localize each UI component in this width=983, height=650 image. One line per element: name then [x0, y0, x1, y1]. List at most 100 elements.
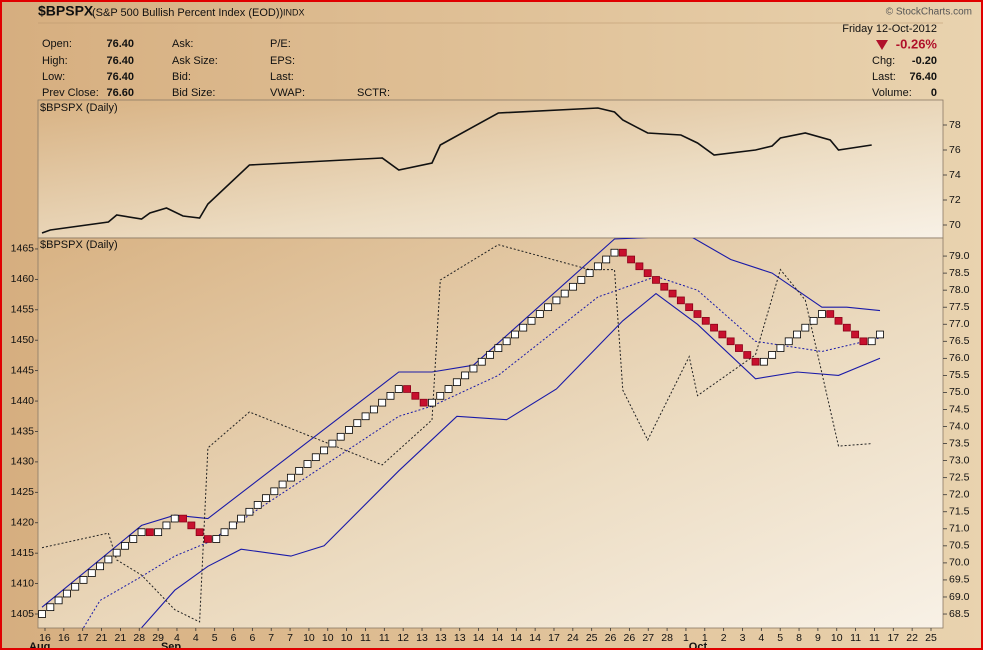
x-tick-label: 14	[510, 632, 522, 644]
y-tick-label: 74.5	[949, 403, 970, 415]
renko-brick-up	[535, 310, 544, 318]
down-arrow	[876, 40, 888, 50]
top-panel	[37, 99, 944, 239]
renko-brick-down	[851, 330, 860, 339]
renko-brick-down	[419, 398, 428, 407]
renko-brick-up	[212, 535, 221, 543]
x-tick-label: 16	[39, 632, 51, 644]
y-tick-label: 74.0	[949, 420, 970, 432]
symbol: $BPSPX	[38, 3, 94, 19]
summary-label: Volume:	[872, 87, 912, 99]
renko-brick-down	[411, 392, 420, 400]
renko-brick-down	[726, 337, 735, 346]
x-tick-label: 14	[492, 632, 504, 644]
y-tick-label: 71.0	[949, 523, 970, 535]
renko-brick-down	[859, 337, 868, 346]
y2-tick-label: 1435	[11, 425, 35, 437]
y-tick-label: 75.5	[949, 369, 970, 381]
renko-brick-up	[104, 555, 113, 564]
renko-brick-up	[428, 398, 436, 407]
y2-tick-label: 1410	[11, 577, 35, 589]
x-tick-label: 5	[777, 632, 783, 644]
band-line	[141, 292, 881, 628]
renko-brick-down	[826, 310, 835, 318]
renko-brick-up	[585, 269, 594, 277]
fundamental-label: VWAP:	[270, 87, 305, 99]
renko-brick-up	[511, 330, 519, 339]
x-tick-label: 13	[416, 632, 428, 644]
renko-brick-up	[320, 446, 329, 455]
panel-label: $BPSPX (Daily)	[40, 239, 118, 251]
quote-label: Prev Close:	[42, 87, 99, 99]
x-tick-label: 25	[586, 632, 598, 644]
x-tick-label: 21	[115, 632, 127, 644]
renko-brick-down	[635, 262, 644, 271]
main-panel	[37, 237, 944, 629]
renko-brick-up	[444, 385, 453, 393]
x-tick-label: 26	[605, 632, 617, 644]
x-tick-label: 24	[567, 632, 579, 644]
renko-brick-down	[710, 323, 718, 332]
renko-brick-up	[129, 535, 138, 543]
x-tick-label: 10	[341, 632, 353, 644]
renko-brick-down	[179, 514, 187, 523]
renko-brick-up	[386, 392, 395, 400]
renko-brick-down	[643, 269, 652, 277]
renko-brick-up	[784, 337, 793, 346]
renko-brick-down	[693, 310, 702, 318]
renko-brick-up	[867, 337, 876, 346]
x-tick-label: 12	[397, 632, 409, 644]
fundamental-label: EPS:	[270, 55, 295, 67]
y-tick-label: 77.0	[949, 318, 970, 330]
renko-brick-up	[552, 296, 561, 305]
y-tick-label: 78.5	[949, 267, 970, 279]
renko-brick-down	[685, 303, 694, 312]
x-tick-label: 17	[887, 632, 899, 644]
y2-tick-label: 1405	[11, 608, 35, 620]
renko-brick-up	[569, 282, 577, 291]
renko-brick-up	[220, 528, 229, 537]
renko-brick-up	[577, 276, 586, 284]
bid-ask-label: Bid:	[172, 71, 191, 83]
x-tick-label: 1	[683, 632, 689, 644]
panel-label: $BPSPX (Daily)	[40, 102, 118, 114]
renko-brick-up	[378, 398, 387, 407]
bid-ask-label: Ask Size:	[172, 55, 218, 67]
x-tick-label: 26	[624, 632, 636, 644]
fundamental-label: Last:	[270, 71, 294, 83]
renko-brick-up	[876, 330, 884, 339]
x-tick-label: 13	[435, 632, 447, 644]
x-tick-label: 27	[642, 632, 654, 644]
renko-brick-down	[842, 323, 851, 332]
renko-brick-up	[544, 303, 553, 312]
y-tick-label: 69.5	[949, 574, 970, 586]
renko-brick-down	[187, 521, 196, 530]
y-tick-label: 70.5	[949, 540, 970, 552]
renko-brick-up	[369, 405, 378, 414]
bid-ask-label: Ask:	[172, 38, 193, 50]
x-tick-label: 11	[869, 632, 880, 644]
quote-value: 76.40	[106, 71, 134, 83]
y2-tick-label: 1450	[11, 334, 35, 346]
renko-brick-up	[228, 521, 237, 530]
month-label: Aug	[29, 641, 50, 650]
renko-brick-up	[793, 330, 801, 339]
x-tick-label: 2	[721, 632, 727, 644]
renko-brick-up	[461, 371, 470, 380]
month-label: Oct	[689, 641, 708, 650]
summary-label: Last:	[872, 71, 896, 83]
y-tick-label: 68.5	[949, 608, 970, 620]
renko-brick-up	[170, 514, 179, 523]
sctr-label: SCTR:	[357, 87, 390, 99]
y-tick-label: 70.0	[949, 557, 970, 569]
x-tick-label: 6	[231, 632, 237, 644]
y-tick-label: 71.5	[949, 506, 970, 518]
x-tick-label: 9	[815, 632, 821, 644]
renko-brick-up	[353, 419, 362, 427]
x-tick-label: 10	[831, 632, 843, 644]
x-tick-label: 4	[193, 632, 199, 644]
quote-value: 76.40	[106, 38, 134, 50]
month-label: Sep	[161, 641, 181, 650]
renko-brick-down	[145, 528, 154, 537]
